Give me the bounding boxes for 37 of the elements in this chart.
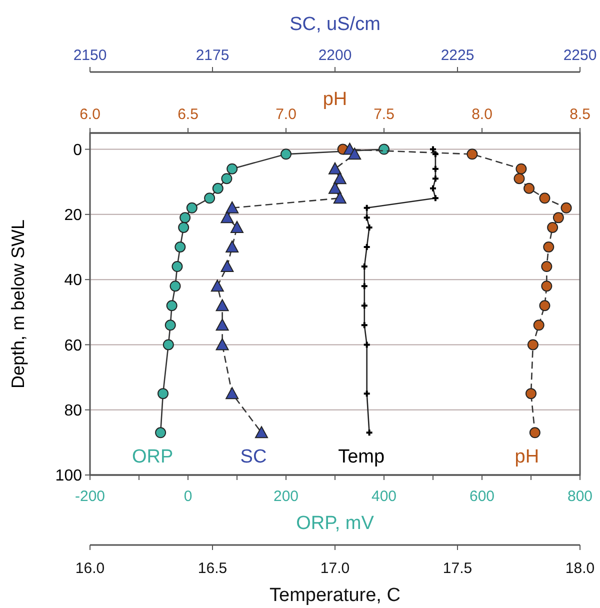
- y-tick-label: 40: [64, 272, 82, 290]
- y-tick-label: 60: [64, 337, 82, 354]
- series-label: SC: [240, 446, 267, 468]
- x-tick-label: 17.5: [442, 560, 472, 577]
- x-tick-label: 16.0: [75, 560, 105, 577]
- x2-tick-label: 2250: [563, 47, 597, 64]
- x-tick-label: 600: [469, 488, 495, 505]
- x2-tick-label: 8.5: [570, 106, 590, 123]
- x2-tick-label: 8.0: [472, 106, 492, 123]
- x-axis-title: ORP, mV: [296, 513, 374, 534]
- x2-tick-label: 7.0: [276, 106, 296, 123]
- series-label: ORP: [132, 446, 174, 468]
- y-tick-label: 0: [73, 142, 82, 159]
- x-tick-label: 800: [567, 488, 593, 505]
- series-label: pH: [514, 446, 540, 468]
- x-tick-label: -200: [74, 488, 106, 505]
- y-tick-label: 80: [64, 402, 82, 420]
- x-tick-label: 200: [273, 488, 299, 505]
- y-axis-title: Depth, m below SWL: [8, 219, 28, 389]
- x-axis-title: Temperature, C: [270, 585, 400, 606]
- x2-axis-title: SC, uS/cm: [290, 14, 380, 35]
- x2-tick-label: 2150: [73, 47, 107, 64]
- y-tick-label: 100: [55, 468, 82, 485]
- x-tick-label: 17.0: [320, 560, 350, 577]
- x-tick-label: 16.5: [198, 560, 228, 577]
- x2-tick-label: 6.0: [80, 106, 100, 123]
- x2-tick-label: 2175: [196, 47, 230, 64]
- x2-tick-label: 7.5: [374, 106, 394, 123]
- x2-tick-label: 2200: [318, 47, 352, 64]
- series-label: Temp: [338, 446, 385, 468]
- x-tick-label: 400: [371, 488, 397, 505]
- y-tick-label: 20: [64, 207, 82, 224]
- x-tick-label: 18.0: [565, 560, 595, 577]
- x2-tick-label: 6.5: [178, 106, 198, 123]
- x-tick-label: 0: [184, 488, 192, 505]
- x2-axis-title: pH: [322, 89, 348, 110]
- x2-tick-label: 2225: [440, 47, 474, 64]
